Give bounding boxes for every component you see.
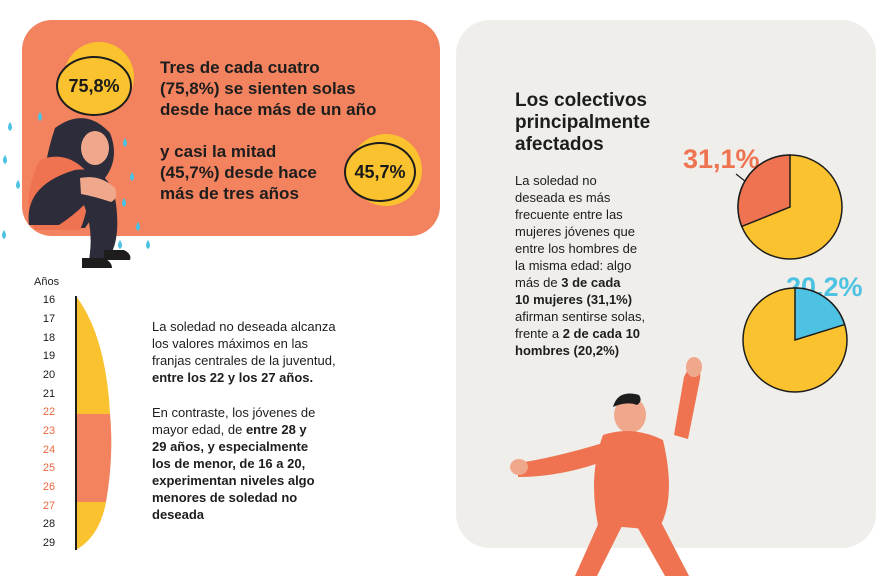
groups-body-line: mujeres jóvenes que: [515, 224, 635, 239]
age-tick: 23: [42, 425, 56, 437]
age-tick: 28: [42, 518, 56, 530]
man-illustration: [510, 357, 702, 576]
age-paragraph-bold: menores de soledad no: [152, 490, 298, 505]
stat-text-1-line: (75,8%) se sienten solas: [160, 79, 356, 98]
age-tick: 19: [42, 350, 56, 362]
stat-badge-2-value: 45,7%: [354, 161, 406, 182]
groups-body-line: frecuente entre las: [515, 207, 623, 222]
groups-body-line: entre los hombres de: [515, 241, 638, 256]
age-tick: 21: [42, 388, 56, 400]
age-paragraph-line: mayor edad, de: [152, 422, 246, 437]
groups-heading-line: Los colectivos: [515, 90, 647, 111]
age-paragraph-bold: experimentan niveles algo: [152, 473, 315, 488]
age-paragraph-line: La soledad no deseada alcanza: [152, 319, 336, 334]
distribution-yellow-upper: [76, 296, 110, 414]
age-tick: 16: [42, 294, 56, 306]
stat-text-2: y casi la mitad (45,7%) desde hace más d…: [160, 141, 317, 204]
stat-text-1-line: Tres de cada cuatro: [160, 58, 320, 77]
age-paragraph-line: los valores máximos en las: [152, 336, 309, 351]
age-paragraph-1: La soledad no deseada alcanza los valore…: [152, 318, 392, 386]
men-pie-slice: [794, 287, 846, 342]
age-distribution-shape: [75, 296, 112, 550]
groups-heading: Los colectivos principalmente afectados: [515, 90, 650, 156]
age-tick: 17: [42, 313, 56, 325]
age-paragraph-2: En contraste, los jóvenes de mayor edad,…: [152, 404, 392, 523]
groups-body-line: más de 3 de cada: [515, 275, 621, 290]
age-paragraph-bold: deseada: [152, 507, 205, 522]
stat-badge-1: 75,8%: [56, 56, 132, 116]
groups-body-line: afirman sentirse solas,: [515, 309, 646, 324]
age-tick: 27: [42, 500, 56, 512]
groups-body-text: La soledad no deseada es más frecuente ent…: [515, 172, 695, 359]
groups-body-line: 10 mujeres (31,1%): [515, 292, 633, 307]
teardrops: [2, 112, 150, 249]
age-tick: 18: [42, 332, 56, 344]
groups-body-line: hombres (20,2%): [515, 343, 620, 358]
stat-text-2-line: (45,7%) desde hace: [160, 163, 317, 182]
sad-woman-illustration: [2, 112, 150, 268]
age-axis: 16 17 18 19 20 21 22 23 24 25 26 27 28 2…: [36, 294, 62, 550]
age-tick: 26: [42, 481, 56, 493]
distribution-yellow-lower: [76, 502, 106, 550]
women-percentage: 31,1%: [683, 144, 760, 174]
age-axis-title: Años: [34, 276, 60, 288]
age-tick: 24: [42, 444, 56, 456]
stat-text-1-line: desde hace más de un año: [160, 100, 377, 119]
stat-text-2-line: más de tres años: [160, 184, 299, 203]
age-paragraph-bold: 29 años, y especialmente: [152, 439, 309, 454]
groups-body-line: La soledad no: [515, 173, 597, 188]
age-paragraph-line: En contraste, los jóvenes de: [152, 405, 316, 420]
age-paragraph-bold: entre 28 y: [245, 422, 307, 437]
groups-body-line: deseada es más: [515, 190, 611, 205]
groups-heading-line: afectados: [515, 134, 604, 155]
groups-body-line: frente a 2 de cada 10: [515, 326, 641, 341]
groups-heading-line: principalmente: [515, 112, 651, 133]
groups-body-line: la misma edad: algo: [515, 258, 632, 273]
age-paragraph-line: franjas centrales de la juventud,: [152, 353, 336, 368]
age-paragraph-bold: los de menor, de 16 a 20,: [152, 456, 306, 471]
age-tick: 22: [42, 406, 56, 418]
women-pie-slice: [737, 154, 791, 228]
stat-text-2-line: y casi la mitad: [160, 142, 277, 161]
distribution-orange-middle: [76, 414, 112, 502]
age-paragraph-bold: entre los 22 y los 27 años.: [152, 370, 314, 385]
age-tick: 25: [42, 462, 56, 474]
stat-badge-1-value: 75,8%: [68, 75, 120, 96]
age-tick: 29: [42, 537, 56, 549]
stat-badge-2: 45,7%: [344, 142, 416, 202]
gender-pie-charts: [735, 154, 848, 393]
stat-text-1: Tres de cada cuatro (75,8%) se sienten s…: [160, 57, 376, 120]
age-tick: 20: [42, 369, 56, 381]
